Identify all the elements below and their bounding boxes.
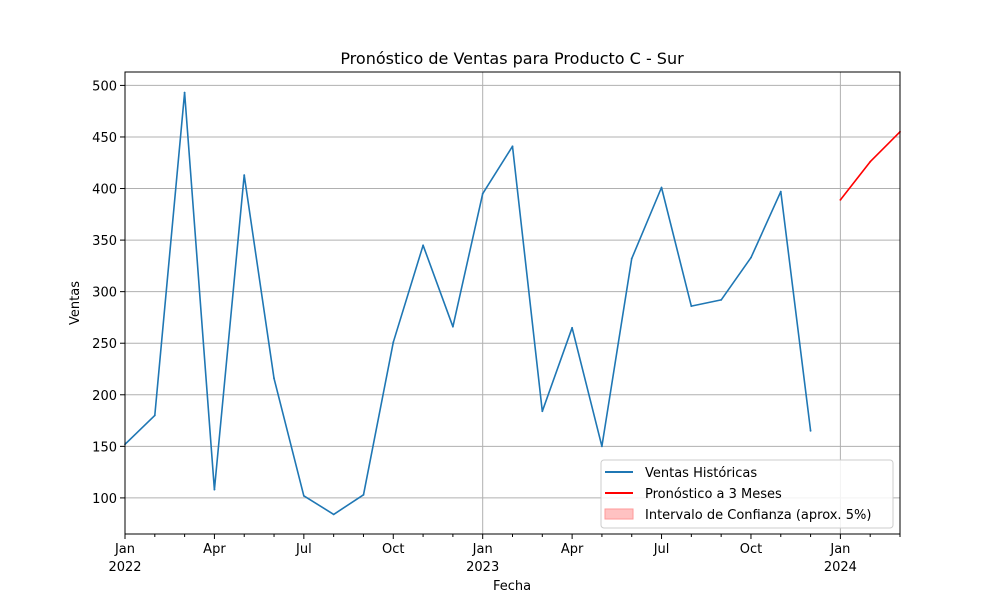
data-point — [809, 429, 812, 432]
data-point — [660, 186, 663, 189]
x-tick-year-label: 2023 — [466, 560, 499, 575]
x-tick-label: Oct — [740, 542, 762, 557]
y-axis-title: Ventas — [68, 281, 83, 325]
x-tick-label: Jul — [295, 542, 312, 557]
x-tick-year-label: 2024 — [824, 560, 857, 575]
data-point — [392, 341, 395, 344]
y-tick-label: 350 — [92, 234, 117, 249]
data-point — [601, 445, 603, 448]
y-tick-label: 250 — [92, 337, 117, 352]
data-point — [750, 256, 752, 259]
y-tick-label: 200 — [92, 389, 117, 404]
data-point — [183, 91, 186, 94]
data-layer — [124, 91, 901, 516]
x-tick-label: Jul — [653, 542, 670, 557]
x-tick-label: Apr — [561, 542, 584, 557]
tick-layer: 100 150 200 250 300 350 400 450 500 Jan 2022 Apr Jul… — [92, 79, 901, 575]
data-point — [481, 192, 484, 195]
x-tick-year-label: 2022 — [108, 560, 141, 575]
data-point — [451, 325, 454, 328]
y-tick-label: 100 — [92, 492, 117, 507]
y-tick-label: 450 — [92, 131, 117, 146]
data-point — [779, 190, 782, 193]
x-tick-label: Jan — [472, 542, 493, 557]
x-tick-label: Jan — [114, 542, 135, 557]
data-point — [571, 326, 574, 329]
data-point — [690, 305, 693, 307]
y-tick-label: 400 — [92, 183, 117, 198]
legend: Ventas Históricas Pronóstico a 3 Meses Int… — [600, 459, 894, 529]
y-tick-label: 300 — [92, 286, 117, 301]
x-axis-title: Fecha — [493, 579, 531, 594]
data-point — [302, 494, 305, 497]
data-point — [213, 488, 216, 491]
data-point — [511, 145, 514, 148]
y-tick-label: 150 — [92, 440, 117, 455]
data-point — [630, 257, 633, 260]
data-point — [720, 299, 723, 301]
data-point — [869, 160, 872, 163]
legend-label: Intervalo de Confianza (aprox. 5%) — [645, 508, 871, 523]
data-point — [541, 410, 544, 413]
data-point — [153, 414, 156, 417]
legend-box — [600, 459, 894, 529]
legend-label: Pronóstico a 3 Meses — [645, 487, 782, 502]
data-point — [243, 174, 246, 177]
data-point — [332, 513, 335, 516]
data-point — [362, 493, 365, 496]
series-line-0 — [124, 91, 812, 516]
y-tick-label: 500 — [92, 79, 117, 94]
data-point — [422, 244, 424, 247]
x-tick-label: Oct — [382, 542, 404, 557]
legend-swatch — [604, 508, 634, 520]
legend-label: Ventas Históricas — [645, 466, 757, 481]
x-tick-label: Jan — [829, 542, 850, 557]
x-tick-label: Apr — [203, 542, 226, 557]
chart-title: Pronóstico de Ventas para Producto C - S… — [340, 49, 684, 68]
data-point — [839, 198, 842, 201]
data-point — [273, 377, 275, 380]
